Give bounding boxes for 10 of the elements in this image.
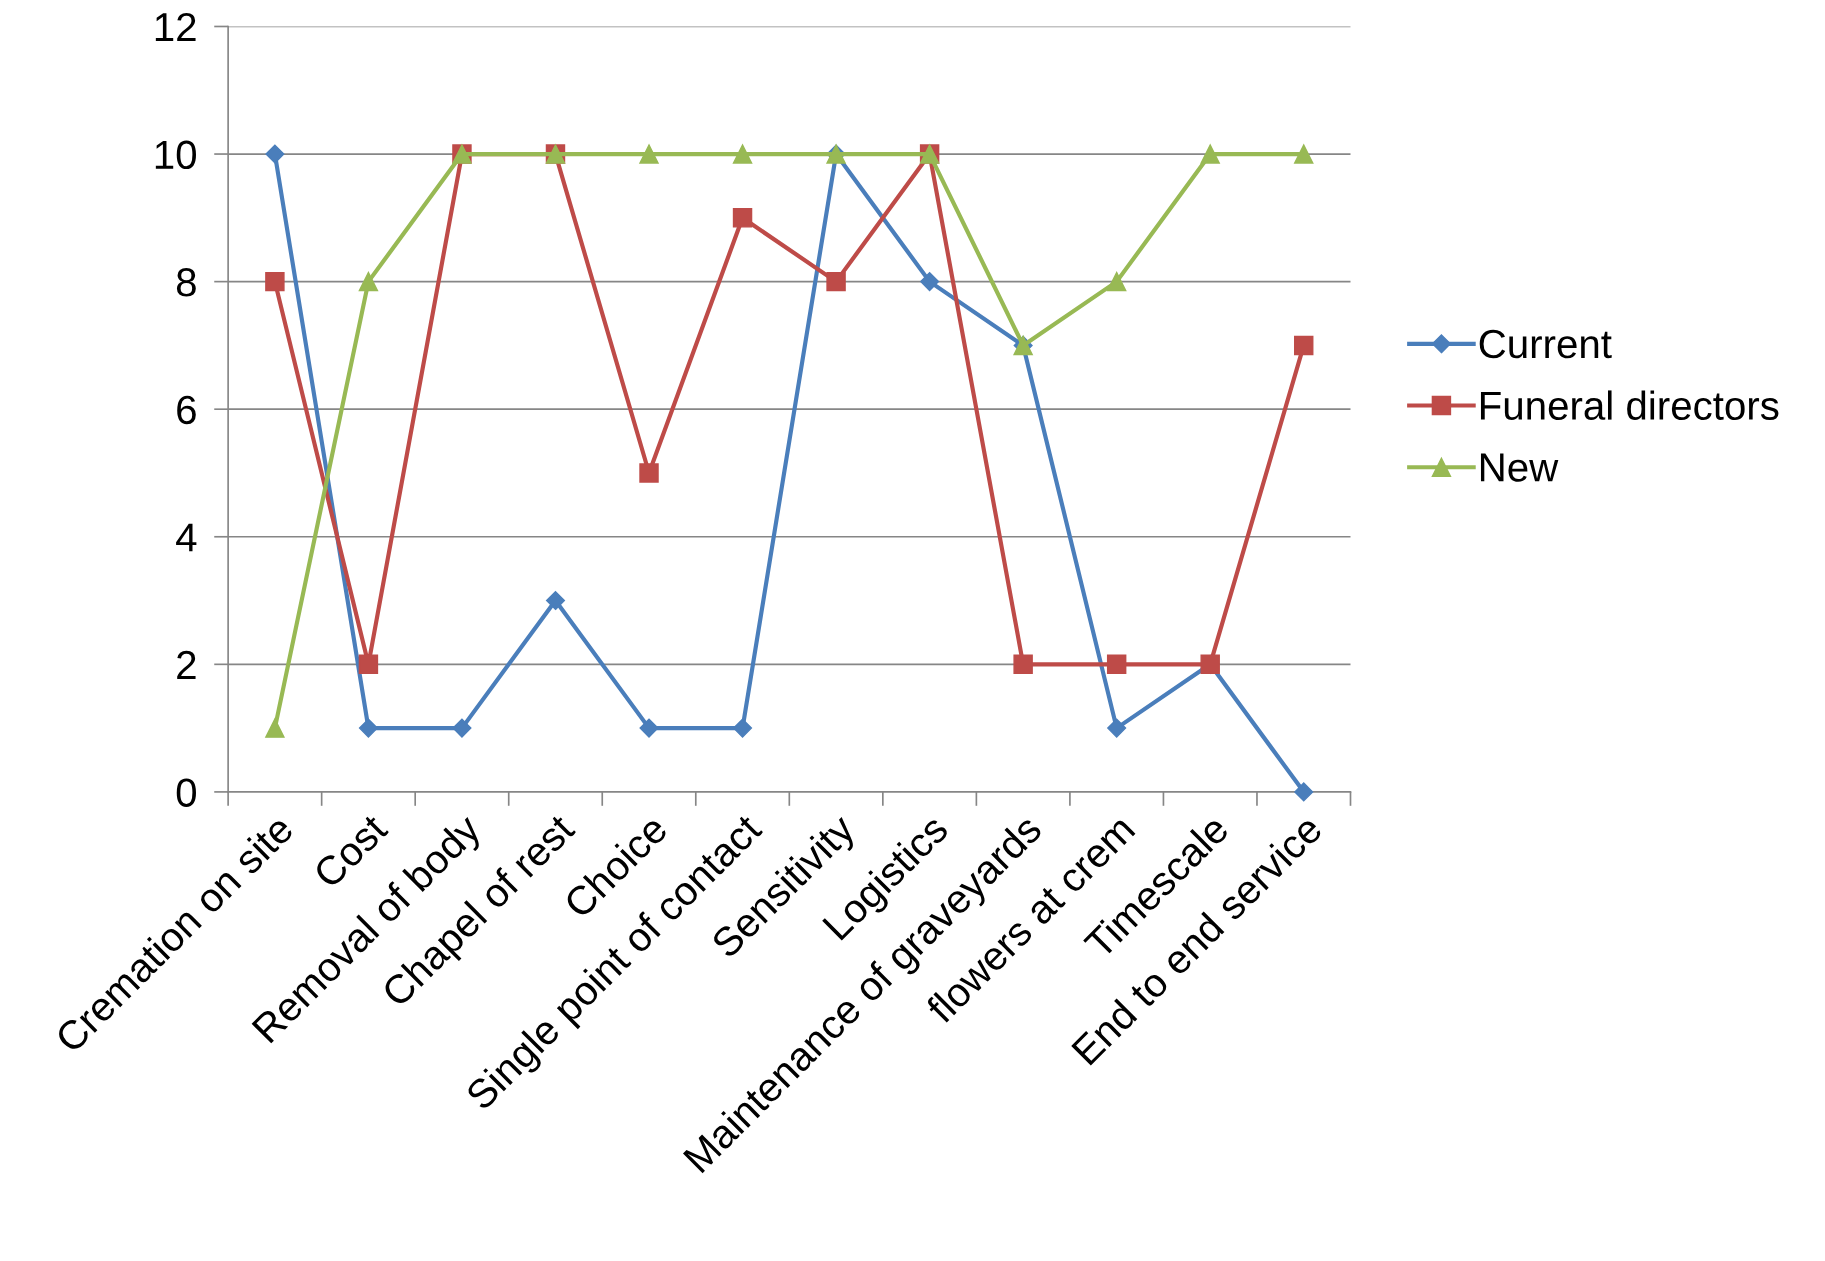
legend-label: Current xyxy=(1479,329,1612,359)
y-tick-label: 0 xyxy=(176,778,196,807)
y-tick-label: 8 xyxy=(176,268,196,297)
y-tick-label: 12 xyxy=(155,12,196,42)
y-tick-label: 4 xyxy=(176,523,197,552)
y-tick-label: 2 xyxy=(177,650,196,679)
legend-label: New xyxy=(1480,453,1559,482)
legend-label: Funeral directors xyxy=(1480,390,1779,421)
y-tick-label: 6 xyxy=(177,395,196,425)
y-tick-label: 10 xyxy=(155,140,196,170)
